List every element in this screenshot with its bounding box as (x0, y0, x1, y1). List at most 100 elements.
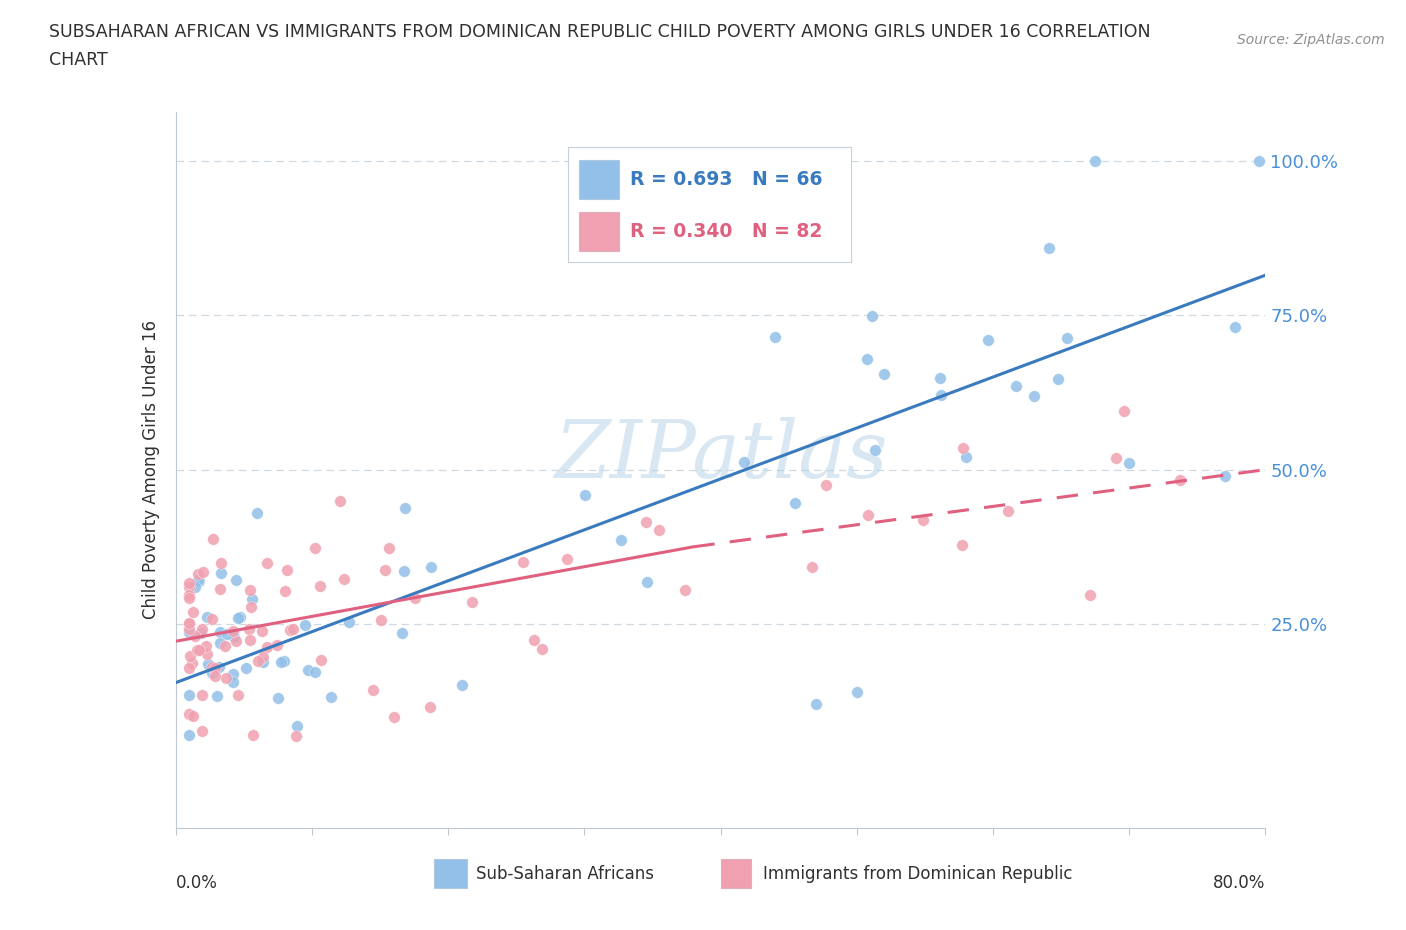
Point (187, 567, 209, 582)
Point (1223, 319, 1246, 334)
Point (246, 505, 269, 520)
Point (273, 653, 295, 668)
Point (256, 556, 278, 571)
Point (370, 612, 392, 627)
Point (215, 671, 238, 685)
Point (187, 573, 209, 588)
Point (873, 366, 896, 381)
Point (309, 653, 332, 668)
Point (997, 504, 1019, 519)
Bar (579, 160, 619, 199)
Point (179, 616, 201, 631)
Point (800, 560, 823, 575)
Point (1084, 153, 1107, 168)
Text: 80.0%: 80.0% (1213, 874, 1265, 892)
Point (179, 588, 201, 603)
Point (804, 697, 827, 711)
Point (1118, 456, 1140, 471)
Point (209, 556, 232, 571)
Point (1168, 472, 1191, 487)
Point (931, 388, 953, 403)
Point (238, 621, 260, 636)
Point (419, 699, 441, 714)
Point (228, 687, 250, 702)
Point (187, 643, 209, 658)
Point (179, 706, 201, 721)
Point (391, 626, 413, 641)
Point (179, 591, 201, 605)
Point (208, 635, 231, 650)
Point (461, 594, 484, 609)
Point (209, 625, 232, 640)
Bar (434, 859, 467, 888)
Point (523, 632, 546, 647)
Point (225, 634, 247, 649)
Bar (579, 211, 619, 250)
Text: R = 0.693   N = 66: R = 0.693 N = 66 (630, 170, 823, 189)
Point (193, 565, 215, 579)
Point (763, 329, 786, 344)
Point (208, 582, 231, 597)
Point (267, 690, 290, 705)
Text: R = 0.340   N = 82: R = 0.340 N = 82 (630, 221, 823, 241)
Point (281, 621, 304, 636)
Point (845, 684, 868, 699)
Point (190, 626, 212, 641)
Point (378, 540, 401, 555)
Point (222, 667, 245, 682)
Point (863, 442, 886, 457)
Point (240, 600, 263, 615)
Point (225, 573, 247, 588)
Point (183, 580, 205, 595)
Point (215, 626, 238, 641)
Point (636, 575, 658, 590)
Text: 0.0%: 0.0% (176, 874, 218, 892)
Point (304, 540, 326, 555)
Point (221, 624, 243, 639)
Point (609, 533, 631, 548)
Point (242, 728, 264, 743)
Point (179, 648, 201, 663)
Point (179, 579, 201, 594)
Point (179, 617, 201, 631)
Point (214, 639, 236, 654)
Point (1056, 330, 1078, 345)
Point (648, 522, 671, 537)
Point (337, 615, 360, 630)
Text: ZIPatlas: ZIPatlas (554, 417, 887, 494)
Point (783, 496, 806, 511)
Point (404, 591, 426, 605)
Point (394, 500, 416, 515)
Point (200, 660, 222, 675)
Point (814, 477, 837, 492)
Point (240, 591, 263, 606)
Point (201, 611, 224, 626)
Y-axis label: Child Poverty Among Girls Under 16: Child Poverty Among Girls Under 16 (142, 320, 160, 619)
Point (285, 719, 308, 734)
Point (195, 610, 218, 625)
Point (382, 710, 405, 724)
Text: SUBSAHARAN AFRICAN VS IMMIGRANTS FROM DOMINICAN REPUBLIC CHILD POVERTY AMONG GIR: SUBSAHARAN AFRICAN VS IMMIGRANTS FROM DO… (49, 23, 1152, 41)
Point (1247, 153, 1270, 168)
Point (252, 655, 274, 670)
Point (911, 512, 934, 527)
Point (673, 582, 696, 597)
Point (187, 574, 209, 589)
Point (179, 727, 201, 742)
Point (955, 450, 977, 465)
Point (179, 625, 201, 640)
Point (420, 559, 443, 574)
Text: Source: ZipAtlas.com: Source: ZipAtlas.com (1237, 33, 1385, 46)
Point (929, 371, 952, 386)
Point (1114, 404, 1136, 418)
Point (256, 640, 278, 655)
Point (190, 621, 212, 636)
Point (181, 604, 204, 619)
Point (1038, 241, 1060, 256)
Point (266, 637, 288, 652)
Point (308, 578, 330, 593)
Point (222, 675, 245, 690)
Point (239, 632, 262, 647)
Text: Sub-Saharan Africans: Sub-Saharan Africans (477, 865, 655, 883)
Point (179, 660, 201, 675)
